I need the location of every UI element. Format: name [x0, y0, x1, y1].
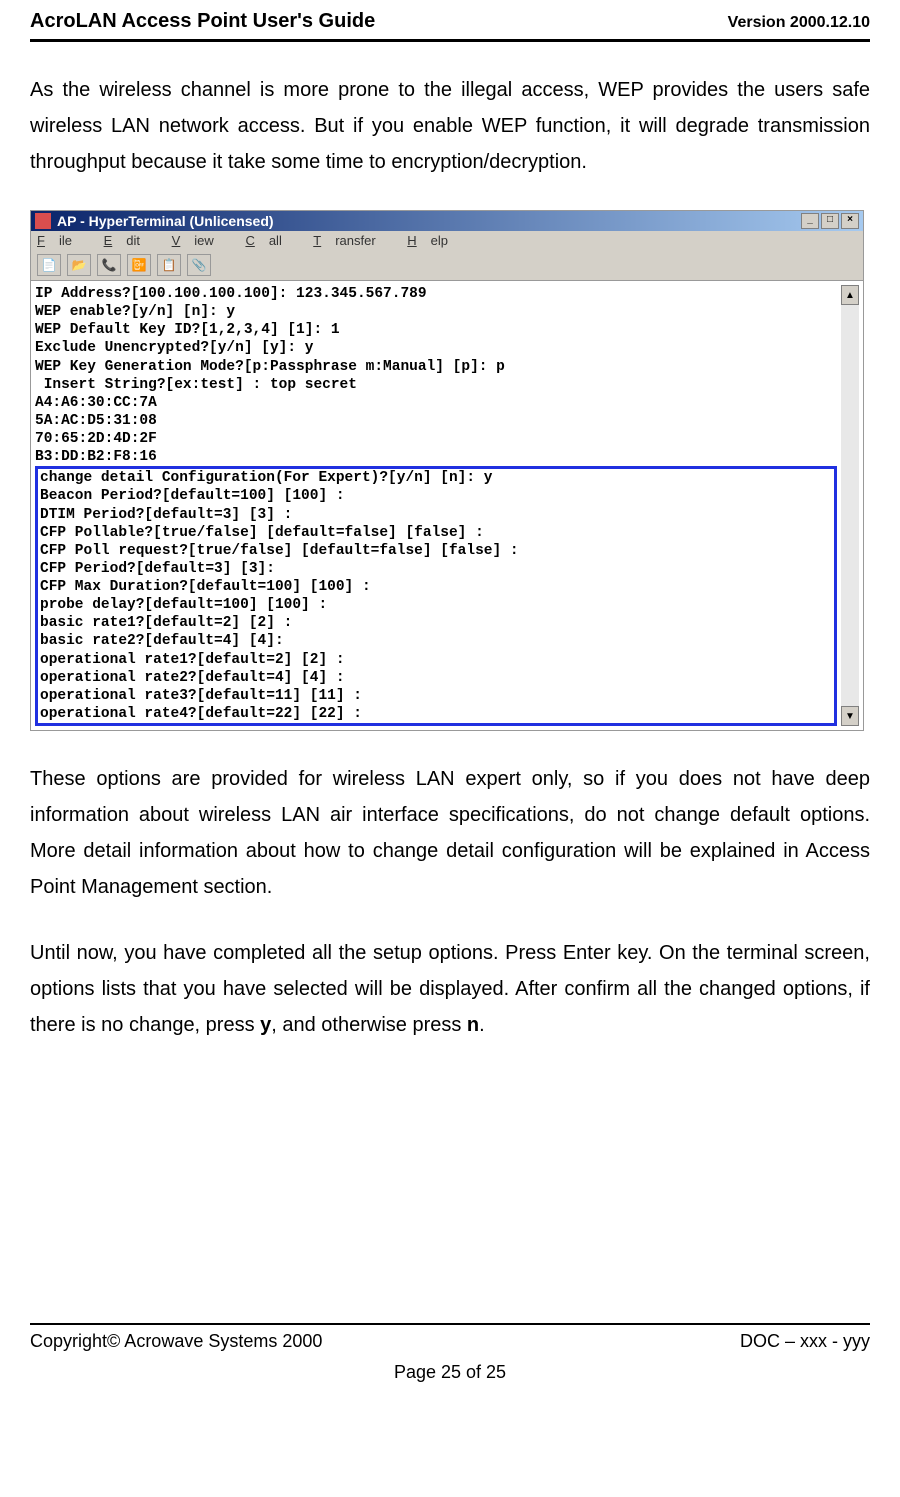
app-icon — [35, 213, 51, 229]
page-footer: Copyright© Acrowave Systems 2000 DOC – x… — [30, 1323, 870, 1383]
footer-doc-id: DOC – xxx - yyy — [740, 1331, 870, 1352]
menu-bar: File Edit View Call Transfer Help — [31, 231, 863, 250]
terminal-top-lines: IP Address?[100.100.100.100]: 123.345.56… — [35, 286, 505, 465]
close-button[interactable]: × — [841, 213, 859, 229]
hyperterminal-window: AP - HyperTerminal (Unlicensed) _ □ × Fi… — [30, 210, 864, 731]
toolbar-button-3[interactable]: 📞 — [97, 254, 121, 276]
menu-call[interactable]: Call — [245, 233, 295, 248]
maximize-button[interactable]: □ — [821, 213, 839, 229]
paragraph-2: These options are provided for wireless … — [30, 761, 870, 905]
header-rule — [30, 39, 870, 42]
scroll-up-button[interactable]: ▲ — [841, 285, 859, 305]
scroll-down-button[interactable]: ▼ — [841, 706, 859, 726]
window-titlebar[interactable]: AP - HyperTerminal (Unlicensed) _ □ × — [31, 211, 863, 231]
footer-page-number: Page 25 of 25 — [30, 1362, 870, 1383]
toolbar-button-4[interactable]: 📴 — [127, 254, 151, 276]
key-y: y — [260, 1014, 271, 1036]
footer-rule — [30, 1323, 870, 1325]
doc-version: Version 2000.12.10 — [728, 14, 870, 32]
toolbar-button-5[interactable]: 📋 — [157, 254, 181, 276]
paragraph-1: As the wireless channel is more prone to… — [30, 72, 870, 180]
window-title: AP - HyperTerminal (Unlicensed) — [57, 213, 801, 229]
toolbar-button-1[interactable]: 📄 — [37, 254, 61, 276]
window-controls: _ □ × — [801, 213, 859, 229]
p3-part-e: . — [479, 1014, 485, 1036]
menu-edit[interactable]: Edit — [104, 233, 154, 248]
menu-help[interactable]: Help — [407, 233, 462, 248]
doc-title: AcroLAN Access Point User's Guide — [30, 10, 375, 33]
toolbar-button-2[interactable]: 📂 — [67, 254, 91, 276]
vertical-scrollbar[interactable]: ▲ ▼ — [841, 285, 859, 726]
page-header: AcroLAN Access Point User's Guide Versio… — [30, 0, 870, 33]
paragraph-3: Until now, you have completed all the se… — [30, 935, 870, 1043]
footer-copyright: Copyright© Acrowave Systems 2000 — [30, 1331, 322, 1352]
key-n: n — [467, 1014, 479, 1036]
p3-part-c: , and otherwise press — [271, 1014, 467, 1036]
page-container: AcroLAN Access Point User's Guide Versio… — [0, 0, 900, 1383]
footer-row: Copyright© Acrowave Systems 2000 DOC – x… — [30, 1331, 870, 1352]
toolbar: 📄 📂 📞 📴 📋 📎 — [31, 250, 863, 281]
terminal-text[interactable]: IP Address?[100.100.100.100]: 123.345.56… — [35, 285, 837, 726]
menu-file[interactable]: File — [37, 233, 86, 248]
scroll-track[interactable] — [841, 305, 859, 706]
minimize-button[interactable]: _ — [801, 213, 819, 229]
menu-transfer[interactable]: Transfer — [313, 233, 389, 248]
terminal-highlight-box: change detail Configuration(For Expert)?… — [35, 466, 837, 726]
menu-view[interactable]: View — [172, 233, 228, 248]
terminal-body: IP Address?[100.100.100.100]: 123.345.56… — [31, 281, 863, 730]
toolbar-button-6[interactable]: 📎 — [187, 254, 211, 276]
